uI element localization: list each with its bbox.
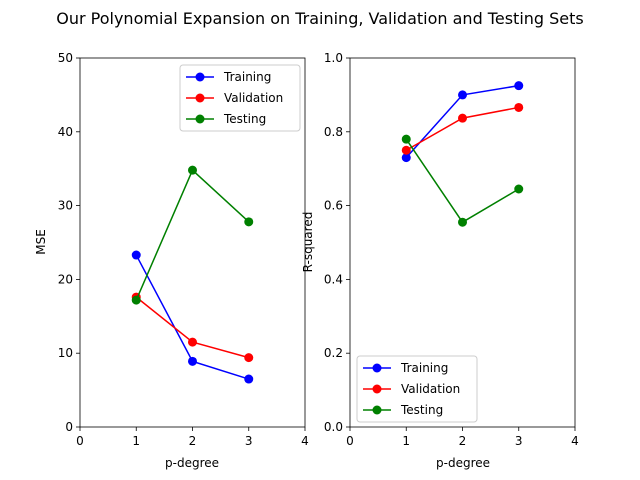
r-squared-x-tick-label: 1 [402, 434, 410, 448]
r-squared-x-tick-label: 3 [515, 434, 523, 448]
mse-training-point [188, 356, 197, 366]
mse-legend-training-marker [195, 72, 205, 82]
mse-legend-box [179, 64, 301, 132]
r-squared-testing-point [514, 184, 524, 194]
r-squared-chart: 0 1 2 3 4 0.0 0.2 0.4 0.6 0.8 1.0 Training Validatio… [301, 51, 579, 470]
r-squared-y-tick-label: 0.0 [324, 420, 343, 434]
mse-legend: Training Validation Testing [179, 64, 301, 132]
r-squared-legend-validation-marker [372, 384, 382, 394]
mse-y-axis-label: MSE [34, 229, 48, 255]
mse-y-tick-label: 10 [58, 346, 73, 360]
mse-y-tick-label: 30 [58, 199, 73, 213]
mse-legend-training-label: Training [223, 70, 271, 84]
r-squared-x-tick-label: 0 [346, 434, 354, 448]
mse-y-tick-label: 40 [58, 125, 73, 139]
mse-chart: 0 1 2 3 401020304050TrainingValidationTestin… [34, 51, 309, 470]
r-squared-training-point [401, 153, 411, 163]
r-squared-testing-line [405, 138, 520, 224]
mse-y-tick-label: 50 [58, 51, 73, 65]
mse-y-tick-label: 0 [65, 420, 73, 434]
mse-testing-point [244, 217, 254, 227]
mse-testing-point [131, 295, 141, 305]
mse-y-tick-label: 20 [58, 272, 73, 286]
mse-legend-validation-label: Validation [224, 91, 283, 105]
mse-validation-line [135, 296, 249, 359]
r-squared-y-tick-label: 0.8 [324, 125, 343, 139]
r-squared-y-tick-label: 0.6 [324, 199, 343, 213]
r-squared-x-tick-label: 4 [571, 434, 579, 448]
r-squared-testing-point [458, 217, 467, 227]
mse-x-tick-label: 0 [76, 434, 84, 448]
r-squared-x-axis-label: p-degree [436, 456, 490, 470]
r-squared-testing-point [401, 134, 411, 144]
r-squared-legend-training-marker [372, 363, 382, 373]
r-squared-x-tick-label: 2 [459, 434, 467, 448]
r-squared-legend-testing-label: Testing [400, 403, 443, 417]
mse-x-tick-label: 3 [245, 434, 253, 448]
r-squared-legend-validation-label: Validation [401, 382, 460, 396]
mse-legend-testing-label: Testing [223, 112, 266, 126]
r-squared-y-tick-label: 0.4 [324, 272, 343, 286]
r-squared-training-point [458, 90, 467, 100]
r-squared-legend-testing-marker [372, 405, 382, 415]
mse-legend-testing-marker [195, 114, 205, 124]
r-squared-plot-area: 0 1 2 3 4 0.0 0.2 0.4 0.6 0.8 1.0 Training Validatio… [324, 51, 579, 448]
mse-legend-validation-marker [195, 93, 205, 103]
mse-plot-area: 0 1 2 3 401020304050TrainingValidationTestin… [58, 51, 309, 448]
mse-x-axis-label: p-degree [165, 456, 219, 470]
r-squared-training-point [514, 81, 524, 91]
r-squared-y-tick-label: 0.2 [324, 346, 343, 360]
mse-x-tick-label: 1 [132, 434, 140, 448]
mse-validation-point [188, 337, 197, 347]
figure-title: Our Polynomial Expansion on Training, Va… [56, 9, 584, 28]
mse-validation-point [244, 353, 254, 363]
r-squared-validation-point [514, 102, 524, 112]
mse-x-tick-label: 4 [301, 434, 309, 448]
r-squared-legend-training-label: Training [400, 361, 448, 375]
r-squared-validation-point [401, 145, 411, 155]
r-squared-validation-point [458, 113, 467, 123]
r-squared-y-axis-label: R-squared [301, 212, 315, 273]
mse-training-point [131, 250, 141, 260]
r-squared-legend-box [356, 355, 478, 423]
mse-testing-point [188, 165, 197, 175]
r-squared-y-tick-label: 1.0 [324, 51, 343, 65]
r-squared-axes-frame [349, 57, 576, 428]
mse-training-point [244, 374, 254, 384]
mse-axes-frame [79, 57, 306, 428]
r-squared-legend: Training Validation Testing [356, 355, 478, 423]
mse-x-tick-label: 2 [189, 434, 197, 448]
mse-testing-line [135, 168, 250, 301]
